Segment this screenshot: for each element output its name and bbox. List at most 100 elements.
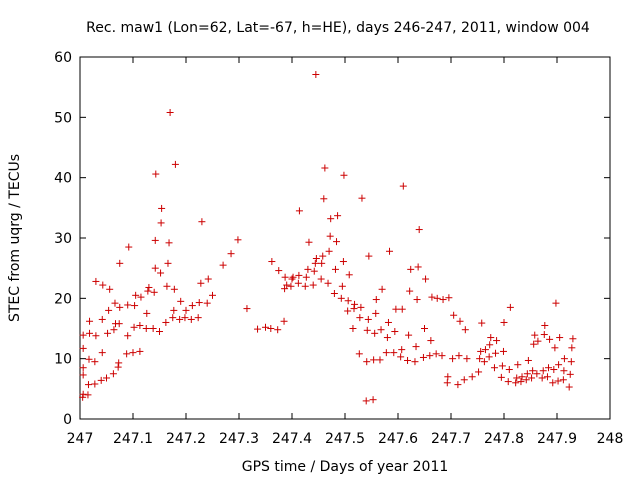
data-point bbox=[109, 370, 117, 378]
data-point bbox=[414, 263, 422, 271]
data-point bbox=[529, 367, 537, 375]
data-point bbox=[281, 285, 289, 293]
data-point bbox=[98, 315, 106, 323]
data-point bbox=[144, 287, 152, 295]
x-tick-label: 247.7 bbox=[431, 431, 471, 447]
data-point bbox=[79, 371, 87, 379]
data-point bbox=[194, 314, 202, 322]
data-point bbox=[79, 344, 87, 352]
data-point bbox=[295, 207, 303, 215]
y-tick-label: 60 bbox=[54, 50, 72, 66]
data-point bbox=[454, 381, 462, 389]
data-points bbox=[79, 70, 577, 405]
data-point bbox=[499, 347, 507, 355]
data-point bbox=[129, 349, 137, 357]
data-point bbox=[110, 326, 118, 334]
x-tick-label: 247.4 bbox=[272, 431, 312, 447]
data-point bbox=[309, 281, 317, 289]
data-point bbox=[157, 219, 165, 227]
data-point bbox=[481, 346, 489, 354]
x-tick-label: 247.5 bbox=[325, 431, 365, 447]
data-point bbox=[406, 287, 414, 295]
data-point bbox=[411, 358, 419, 366]
y-tick-label: 0 bbox=[63, 412, 72, 428]
data-point bbox=[330, 290, 338, 298]
data-point bbox=[407, 265, 415, 273]
data-point bbox=[550, 366, 558, 374]
data-point bbox=[151, 236, 159, 244]
data-point bbox=[302, 273, 310, 281]
data-point bbox=[443, 379, 451, 387]
x-tick-label: 247.1 bbox=[113, 431, 153, 447]
data-point bbox=[267, 325, 275, 332]
data-point bbox=[404, 356, 412, 364]
data-point bbox=[382, 349, 390, 357]
data-point bbox=[170, 306, 178, 314]
data-point bbox=[450, 311, 458, 319]
data-point bbox=[463, 355, 471, 363]
data-point bbox=[377, 326, 385, 334]
data-point bbox=[383, 334, 391, 342]
data-point bbox=[545, 364, 553, 372]
data-point bbox=[357, 303, 365, 311]
x-axis-label: GPS time / Days of year 2011 bbox=[242, 459, 449, 475]
data-point bbox=[355, 350, 363, 358]
data-point bbox=[513, 374, 521, 382]
x-tick-label: 247.9 bbox=[537, 431, 577, 447]
data-point bbox=[280, 317, 288, 325]
data-point bbox=[187, 315, 195, 323]
data-point bbox=[333, 238, 341, 246]
data-point bbox=[137, 293, 145, 301]
data-point bbox=[422, 275, 430, 283]
data-point bbox=[142, 325, 150, 332]
x-tick-label: 247.8 bbox=[484, 431, 524, 447]
data-point bbox=[243, 305, 251, 313]
data-point bbox=[523, 370, 531, 378]
data-point bbox=[283, 281, 291, 289]
data-point bbox=[560, 367, 568, 375]
data-point bbox=[262, 323, 269, 331]
data-point bbox=[498, 362, 506, 370]
data-point bbox=[209, 291, 216, 299]
data-point bbox=[392, 305, 400, 313]
data-point bbox=[566, 370, 574, 378]
data-point bbox=[79, 393, 87, 401]
data-point bbox=[334, 212, 342, 220]
data-point bbox=[517, 378, 525, 386]
data-point bbox=[149, 325, 157, 332]
data-point bbox=[99, 281, 107, 289]
data-point bbox=[115, 320, 123, 328]
data-point bbox=[339, 258, 347, 266]
data-point bbox=[531, 331, 539, 339]
data-point bbox=[426, 352, 434, 360]
data-point bbox=[476, 355, 484, 363]
data-point bbox=[295, 271, 303, 279]
data-point bbox=[477, 347, 485, 355]
data-point bbox=[203, 299, 211, 307]
data-point bbox=[492, 349, 500, 357]
data-point bbox=[195, 299, 203, 307]
x-tick-label: 248 bbox=[597, 431, 624, 447]
x-tick-label: 247.3 bbox=[219, 431, 259, 447]
data-point bbox=[468, 373, 476, 381]
y-tick-label: 50 bbox=[54, 110, 72, 126]
data-point bbox=[549, 379, 557, 387]
data-point bbox=[131, 302, 139, 310]
data-point bbox=[490, 364, 498, 372]
data-point bbox=[79, 331, 87, 339]
data-point bbox=[181, 314, 189, 322]
data-point bbox=[551, 344, 559, 352]
data-point bbox=[349, 325, 357, 332]
data-point bbox=[487, 334, 495, 342]
data-point bbox=[312, 70, 320, 78]
data-point bbox=[538, 374, 546, 382]
data-point bbox=[497, 373, 505, 381]
data-point bbox=[310, 267, 318, 275]
data-point bbox=[188, 302, 196, 310]
data-point bbox=[421, 325, 428, 332]
plot-frame bbox=[79, 56, 611, 420]
data-point bbox=[569, 335, 577, 343]
data-point bbox=[338, 282, 346, 290]
data-point bbox=[433, 294, 441, 302]
data-point bbox=[444, 373, 452, 381]
